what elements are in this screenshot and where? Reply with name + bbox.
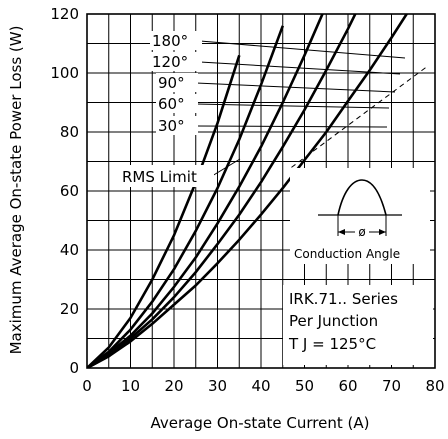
inset-background [290,168,430,264]
series-curve [87,14,324,368]
y-tick-label: 20 [60,300,79,318]
series-label-bg-60 [156,94,198,113]
leader-line [199,40,406,59]
x-tick-label: 50 [295,377,314,395]
y-tick-label: 100 [50,64,79,82]
series-curve [87,14,409,368]
x-axis-label: Average On-state Current (A) [151,414,370,432]
note-temperature: T J = 125°C [288,335,376,353]
series-label-120: 120° [152,53,188,71]
x-tick-label: 40 [251,377,270,395]
series-label-30: 30° [158,117,185,135]
note-per-junction: Per Junction [289,312,378,330]
series-label-180: 180° [152,32,188,50]
series-label-bg-180 [150,31,202,50]
tick-labels: 0 10 20 30 40 50 60 70 80 0 20 40 60 80 100 120 [50,5,444,395]
leader-line [195,125,388,128]
x-tick-label: 70 [382,377,401,395]
series-label-bg-30 [156,116,198,135]
angle-symbol-bg [355,225,369,238]
angle-symbol: ø [358,225,365,239]
notes-background [283,285,433,365]
x-tick-label: 60 [338,377,357,395]
series-label-bg-90 [156,73,198,92]
leader-line [199,61,401,75]
y-tick-label: 40 [60,241,79,259]
x-tick-label: 30 [208,377,227,395]
rms-label-bg [120,165,214,187]
plot-frame [86,13,436,369]
note-series: IRK.71.. Series [289,290,398,308]
curves [87,14,427,368]
y-tick-label: 0 [69,359,79,377]
series-label-bg-120 [150,52,202,71]
y-tick-label: 120 [50,5,79,23]
conduction-angle-label: Conduction Angle [294,247,400,261]
conduction-angle-inset: ø Conduction Angle [290,168,430,264]
y-tick-label: 80 [60,123,79,141]
angle-arrowhead-left [338,229,345,235]
rms-limit-label: RMS Limit [122,168,197,186]
rms-limit-line [291,66,427,168]
x-tick-label: 20 [164,377,183,395]
series-curve [87,54,241,368]
series-curve [87,25,285,368]
leader-line [211,158,241,177]
series-label-60: 60° [158,95,185,113]
x-tick-label: 10 [121,377,140,395]
leader-line [195,82,396,93]
y-axis-label: Maximum Average On-state Power Loss (W) [7,26,25,355]
y-tick-label: 60 [60,182,79,200]
series-curve [87,14,357,368]
label-leaders [195,40,406,177]
x-tick-label: 0 [82,377,92,395]
x-tick-label: 80 [425,377,444,395]
series-label-90: 90° [158,74,185,92]
half-sine-waveform [337,179,387,216]
leader-line [195,103,390,109]
angle-arrowhead-right [379,229,386,235]
